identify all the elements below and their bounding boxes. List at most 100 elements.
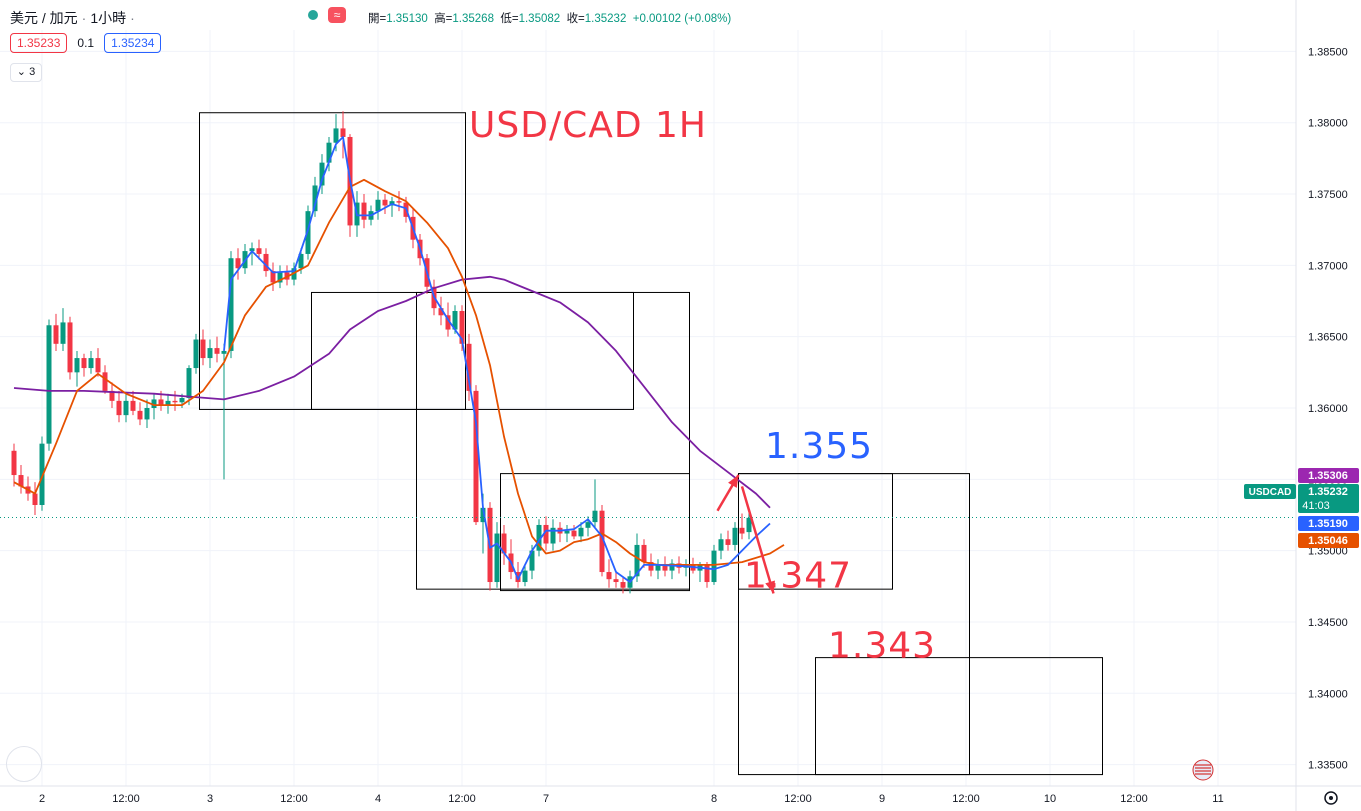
moving-average-purple <box>13 275 771 509</box>
x-tick-label: 4 <box>375 793 381 805</box>
candle-body <box>319 162 325 186</box>
candle-body <box>32 493 38 505</box>
candle-body <box>46 325 52 444</box>
header-separator-2: · <box>130 10 135 26</box>
candle-body <box>263 253 269 272</box>
replay-icon[interactable]: ≈ <box>328 7 346 23</box>
symbol-header[interactable]: 美元 / 加元 · 1小時 · <box>10 8 135 28</box>
symbol-name[interactable]: 美元 / 加元 <box>10 10 78 26</box>
candle-body <box>249 248 255 252</box>
candle-body <box>326 142 332 163</box>
ohlc-values: 開=1.35130 高=1.35268 低=1.35082 收=1.35232 … <box>368 10 731 26</box>
price-label-bg <box>1298 516 1359 531</box>
x-tick-label: 10 <box>1044 793 1056 805</box>
y-tick-label: 1.38500 <box>1308 46 1348 58</box>
candle-body <box>53 325 59 344</box>
candle-body <box>578 527 584 537</box>
indicators-toggle[interactable]: ⌄ 3 <box>10 63 42 82</box>
candle-body <box>109 390 115 401</box>
candle-body <box>725 539 731 545</box>
y-tick-label: 1.37500 <box>1308 189 1348 201</box>
candle-body <box>746 517 752 533</box>
candle-body <box>634 544 640 577</box>
low-value: 1.35082 <box>518 13 561 25</box>
x-tick-label: 3 <box>207 793 213 805</box>
candle-body <box>179 398 185 403</box>
candle-body <box>95 358 101 373</box>
chevron-down-icon: ⌄ <box>16 66 27 78</box>
candle-body <box>158 399 164 406</box>
candle-body <box>221 350 227 354</box>
candle-body <box>529 550 535 571</box>
candle-body <box>501 533 507 554</box>
candle-body <box>18 475 24 487</box>
candle-body <box>361 202 367 220</box>
candle-body <box>151 399 157 408</box>
candle-body <box>564 530 570 534</box>
candle-body <box>718 539 724 551</box>
y-tick-label: 1.33500 <box>1308 760 1348 772</box>
high-value: 1.35268 <box>452 13 494 25</box>
candle-body <box>123 400 129 416</box>
candle-body <box>312 185 318 212</box>
chart-tool-circle-icon[interactable] <box>6 746 42 782</box>
candle-body <box>298 253 304 269</box>
y-tick-label: 1.34000 <box>1308 688 1348 700</box>
price-label-bg <box>1298 468 1359 483</box>
market-open-icon <box>308 10 318 20</box>
candle-body <box>228 258 234 351</box>
candle-body <box>522 570 528 583</box>
candle-body <box>116 400 122 416</box>
candle-body <box>39 443 45 505</box>
indicators-count: 3 <box>29 66 36 78</box>
moving-average-blue <box>223 136 771 583</box>
low-label: 低= <box>500 13 519 25</box>
candle-body <box>571 530 577 537</box>
x-tick-label: 12:00 <box>448 793 476 805</box>
close-label: 收= <box>566 13 585 25</box>
candle-body <box>144 408 150 420</box>
arrow-head <box>765 580 775 594</box>
interval-label[interactable]: 1小時 <box>90 10 127 26</box>
candle-body <box>592 510 598 523</box>
candle-body <box>11 450 17 476</box>
candle-body <box>445 315 451 330</box>
price-label-bg <box>1298 533 1359 548</box>
candle-body <box>648 562 654 571</box>
chart-annotation: 1.343 <box>828 626 936 667</box>
settings-gear-icon <box>1324 791 1338 805</box>
candle-body <box>494 533 500 583</box>
candle-body <box>585 522 591 528</box>
candle-body <box>704 564 710 583</box>
candle-body <box>550 527 556 544</box>
candle-body <box>130 400 136 411</box>
symbol-tag-bg <box>1244 484 1296 499</box>
candle-body <box>543 524 549 544</box>
symbol-tag: USDCAD <box>1249 487 1292 498</box>
candle-body <box>396 201 402 203</box>
candle-body <box>382 199 388 206</box>
candle-body <box>655 564 661 571</box>
x-tick-label: 7 <box>543 793 549 805</box>
y-tick-label: 1.34500 <box>1308 617 1348 629</box>
range-box <box>311 291 634 410</box>
candle-body <box>60 322 66 344</box>
candle-body <box>256 248 262 254</box>
candle-body <box>214 348 220 354</box>
candle-body <box>613 579 619 583</box>
candle-body <box>459 311 465 344</box>
x-tick-label: 12:00 <box>952 793 980 805</box>
moving-average-orange <box>13 178 785 566</box>
candle-body <box>711 550 717 583</box>
buy-button[interactable]: 1.35234 <box>104 33 162 53</box>
sell-button[interactable]: 1.35233 <box>10 33 68 53</box>
high-label: 高= <box>434 13 453 25</box>
close-value: 1.35232 <box>584 13 627 25</box>
candle-body <box>193 339 199 369</box>
y-tick-label: 1.36500 <box>1308 332 1348 344</box>
quote-panel: 1.35233 0.1 1.35234 <box>10 33 162 53</box>
candle-body <box>452 311 458 330</box>
candle-body <box>662 564 668 571</box>
y-tick-label: 1.35000 <box>1308 546 1348 558</box>
